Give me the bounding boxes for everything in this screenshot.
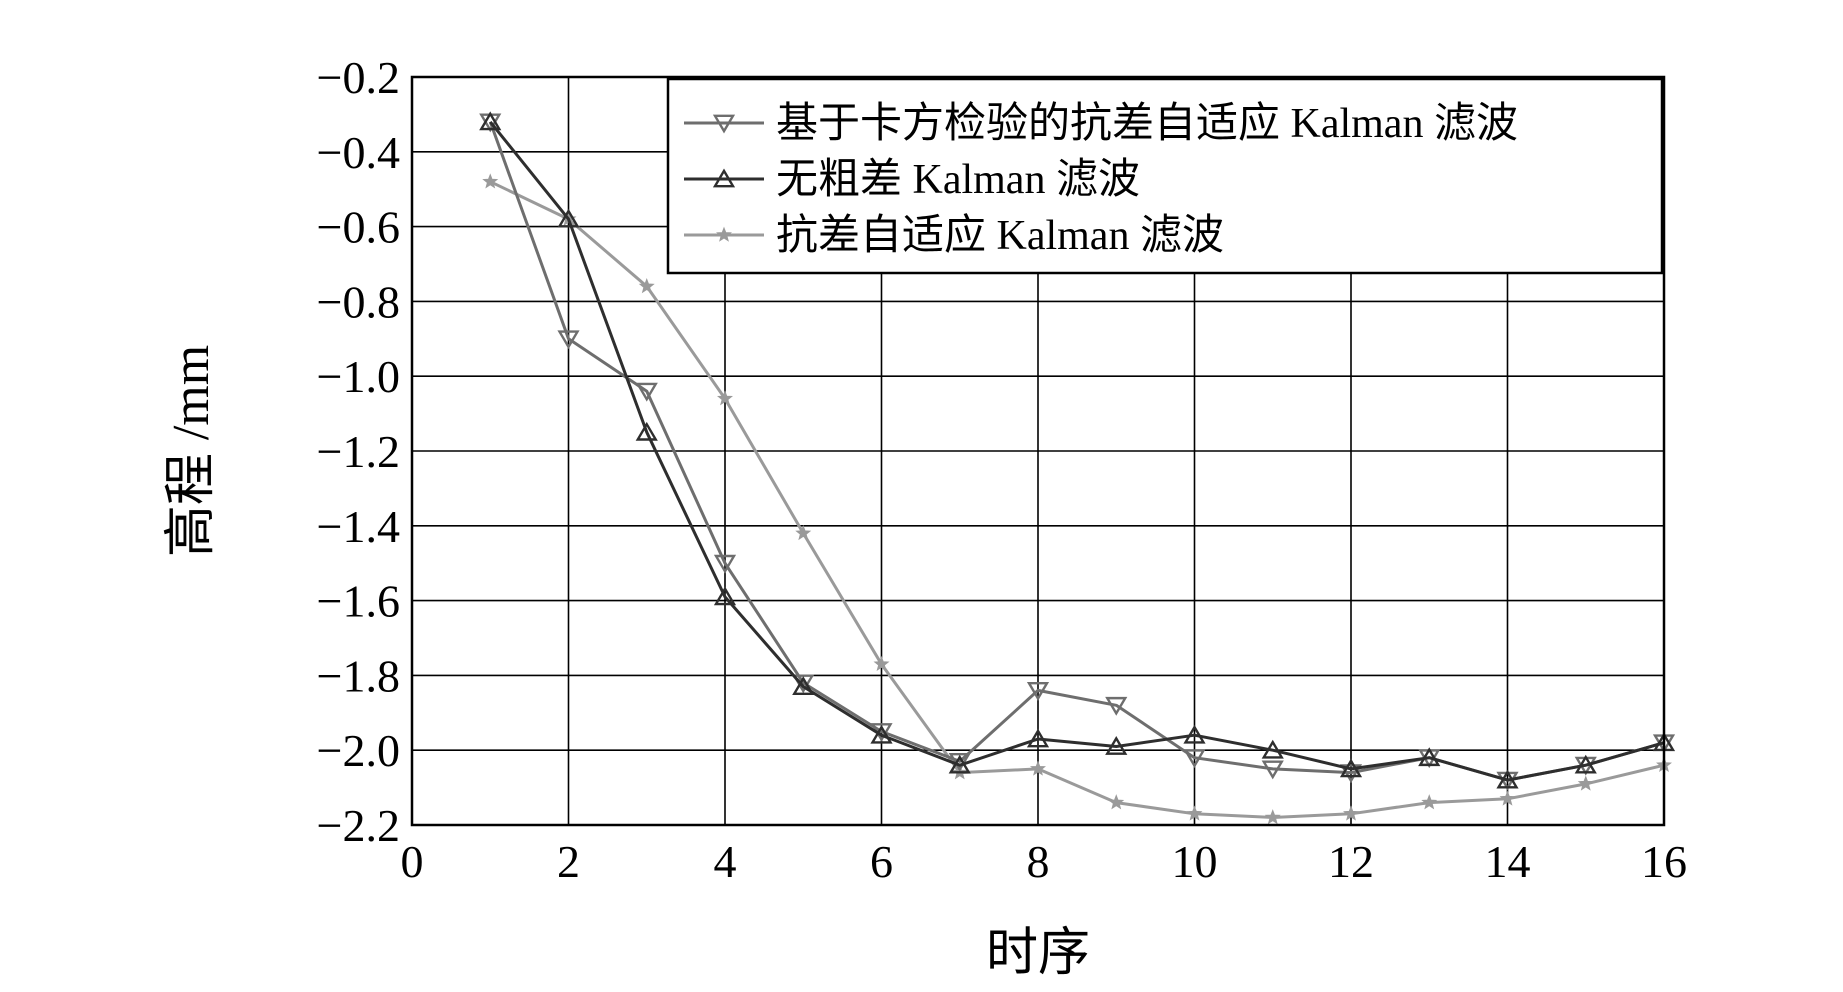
series-2	[479, 111, 1676, 789]
data-point-marker	[1574, 754, 1597, 774]
data-point-marker	[557, 330, 580, 350]
x-tick-label: 6	[870, 836, 893, 887]
y-tick-label: −1.4	[317, 501, 400, 552]
legend-item: 抗差自适应 Kalman 滤波	[684, 212, 1224, 259]
data-point-marker	[1499, 790, 1516, 806]
data-point-marker	[1339, 758, 1363, 778]
data-point-marker	[1183, 724, 1206, 744]
y-tick-label: −1.8	[317, 650, 400, 701]
data-point-marker	[716, 226, 732, 242]
data-point-marker	[557, 208, 580, 228]
y-tick-label: −1.6	[317, 576, 400, 627]
data-point-marker	[713, 586, 737, 606]
y-tick-label: −0.8	[317, 276, 400, 327]
data-point-marker	[1261, 760, 1284, 780]
data-point-marker	[1183, 749, 1206, 769]
data-point-marker	[482, 173, 499, 189]
x-tick-label: 0	[401, 836, 424, 887]
data-point-marker	[1030, 760, 1046, 776]
x-tick-label: 8	[1027, 836, 1050, 887]
x-tick-label: 2	[557, 836, 580, 887]
data-point-marker	[1108, 794, 1125, 810]
data-point-marker	[1261, 739, 1284, 759]
data-point-marker	[1026, 728, 1050, 748]
x-tick-label: 16	[1641, 836, 1687, 887]
data-point-marker	[1264, 809, 1281, 825]
x-tick-label: 4	[714, 836, 737, 887]
legend-label: 无粗差 Kalman 滤波	[776, 157, 1140, 203]
data-point-marker	[638, 278, 655, 294]
data-point-marker	[1105, 696, 1128, 716]
legend-item: 无粗差 Kalman 滤波	[684, 157, 1140, 203]
data-point-marker	[1496, 769, 1519, 789]
data-point-marker	[712, 114, 736, 134]
series-line	[489, 180, 1665, 819]
y-tick-label: −2.2	[317, 800, 400, 851]
legend-label: 抗差自适应 Kalman 滤波	[776, 212, 1224, 259]
data-point-marker	[717, 390, 733, 406]
data-point-marker	[1418, 747, 1441, 767]
data-point-marker	[1105, 735, 1128, 755]
y-tick-label: −0.4	[317, 127, 400, 178]
y-tick-label: −1.2	[317, 426, 400, 477]
series-3	[482, 173, 1672, 825]
data-point-marker	[795, 524, 812, 541]
legend-box	[666, 77, 1664, 275]
data-point-marker	[713, 554, 737, 574]
y-tick-label: −0.6	[317, 202, 400, 253]
series-line	[489, 120, 1665, 782]
data-point-marker	[1343, 805, 1359, 821]
data-point-marker	[1421, 794, 1438, 810]
x-tick-labels: 0 2 4 6 8 10 12 14 16	[401, 836, 1688, 887]
data-point-marker	[635, 382, 658, 402]
series-layer	[479, 111, 1676, 825]
plot-frame	[410, 75, 1666, 827]
x-tick-label: 12	[1328, 836, 1374, 887]
data-point-marker	[1026, 681, 1050, 701]
y-tick-label: −0.2	[317, 52, 400, 103]
y-axis-title: 高程 /mm	[163, 345, 220, 557]
data-point-marker	[792, 676, 815, 696]
data-point-marker	[873, 655, 890, 671]
x-tick-label: 14	[1485, 836, 1531, 887]
data-point-marker	[479, 111, 502, 131]
data-point-marker	[1577, 775, 1594, 791]
y-tick-label: −2.0	[317, 725, 400, 776]
y-tick-label: −1.0	[317, 351, 400, 402]
x-tick-label: 10	[1172, 836, 1218, 887]
x-axis-title: 时序	[986, 925, 1090, 982]
data-point-marker	[948, 754, 971, 774]
data-point-marker	[1339, 764, 1363, 784]
legend-label: 基于卡方检验的抗差自适应 Kalman 滤波	[776, 100, 1518, 147]
data-point-marker	[712, 168, 736, 188]
legend-item: 基于卡方检验的抗差自适应 Kalman 滤波	[684, 100, 1518, 147]
y-tick-labels: −0.2 −0.4 −0.6 −0.8 −1.0 −1.2 −1.4 −1.6 −1.8 −2.0…	[317, 52, 400, 851]
data-point-marker	[870, 724, 893, 744]
data-point-marker	[1186, 805, 1203, 821]
data-point-marker	[635, 421, 658, 441]
